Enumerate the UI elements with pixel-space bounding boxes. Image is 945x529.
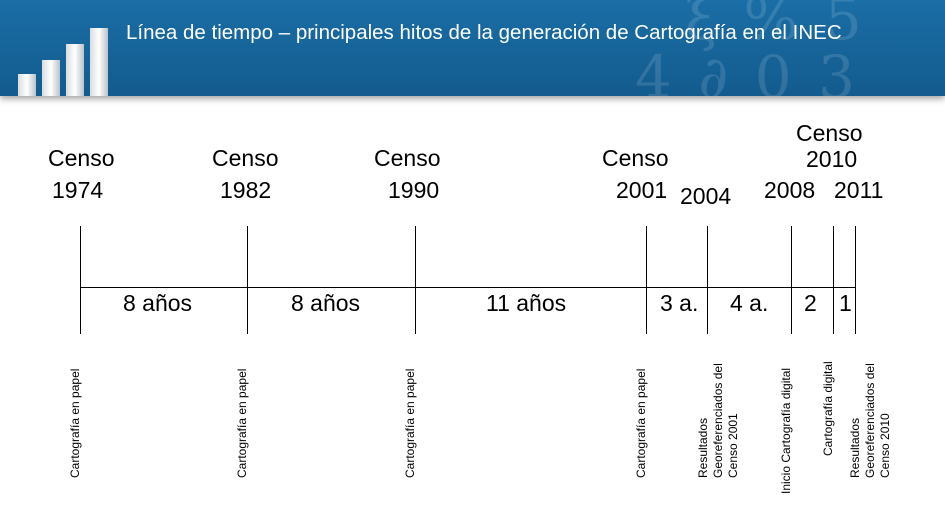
desc-1982-line: Cartografía en papel (235, 368, 249, 478)
tick-2001 (646, 226, 647, 334)
censo-label-2001: Censo (602, 145, 669, 171)
desc-2004: Resultados Georeferenciados del Censo 20… (696, 363, 741, 478)
desc-2011: Resultados Georeferenciados del Censo 20… (848, 363, 893, 478)
year-label-1974: 1974 (52, 177, 104, 203)
bar-chart-logo-icon (18, 28, 108, 96)
censo-label-1990: Censo (374, 145, 441, 171)
censo-label-2010: Censo (796, 120, 863, 146)
tick-1974 (80, 226, 81, 334)
interval-1974-1982: 8 años (123, 290, 193, 316)
header-banner: ξ % 5 4 ∂ 0 3 Línea de tiempo – principa… (0, 0, 945, 96)
desc-2008-line: Inicio Cartografía digital (779, 367, 793, 494)
desc-2004-line-3: Censo 2001 (726, 413, 740, 478)
timeline-axis (80, 287, 855, 288)
tick-2004 (707, 226, 708, 334)
numbers-decoration: ξ % 5 4 ∂ 0 3 (635, 0, 866, 96)
year-label-2004: 2004 (680, 183, 732, 209)
tick-1982 (247, 226, 248, 334)
year-label-2011: 2011 (834, 177, 884, 203)
interval-2008-2010: 2 (804, 290, 817, 316)
page-title: Línea de tiempo – principales hitos de l… (126, 21, 842, 44)
desc-2010-line: Cartografía digital (821, 361, 835, 456)
desc-2001-line: Cartografía en papel (634, 368, 648, 478)
desc-2008: Inicio Cartografía digital (779, 368, 794, 494)
desc-1974-line: Cartografía en papel (68, 368, 82, 478)
censo-label-1974: Censo (48, 145, 115, 171)
desc-2010: Cartografía digital (821, 361, 836, 456)
interval-2001-2004: 3 a. (660, 290, 699, 316)
year-label-2010: 2010 (806, 146, 858, 172)
desc-2011-line-1: Resultados (848, 417, 862, 478)
desc-1974: Cartografía en papel (68, 369, 83, 478)
desc-2011-line-2: Georeferenciados del (863, 363, 877, 478)
interval-2004-2008: 4 a. (730, 290, 769, 316)
desc-2004-line-1: Resultados (696, 417, 710, 478)
interval-1982-1990: 8 años (291, 290, 361, 316)
interval-1990-2001: 11 años (486, 290, 567, 316)
desc-2004-line-2: Georeferenciados del (711, 363, 725, 478)
year-label-1990: 1990 (388, 177, 440, 203)
censo-label-1982: Censo (212, 145, 279, 171)
year-label-2001: 2001 (616, 177, 668, 203)
desc-2011-line-3: Censo 2010 (878, 413, 892, 478)
tick-2011 (855, 226, 856, 334)
tick-2008 (791, 226, 792, 334)
desc-1982: Cartografía en papel (235, 369, 250, 478)
year-label-1982: 1982 (220, 177, 272, 203)
desc-1990-line: Cartografía en papel (403, 368, 417, 478)
tick-1990 (415, 226, 416, 334)
year-label-2008: 2008 (764, 177, 816, 203)
interval-2010-2011: 1 (839, 290, 852, 316)
desc-2001: Cartografía en papel (634, 369, 649, 478)
tick-2010 (833, 226, 834, 334)
desc-1990: Cartografía en papel (403, 369, 418, 478)
